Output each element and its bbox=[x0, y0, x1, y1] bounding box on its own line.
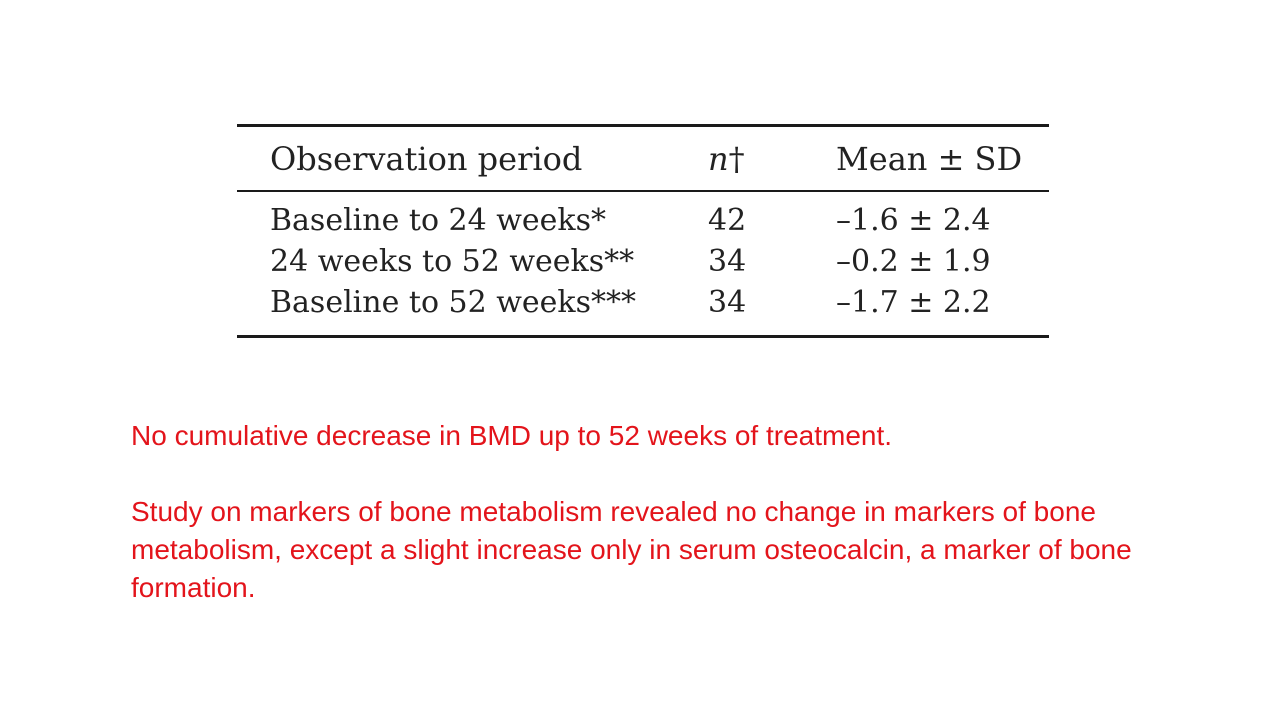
row-period: 24 weeks to 52 weeks** bbox=[270, 244, 635, 279]
row-mean-sd: –0.2 ± 1.9 bbox=[836, 244, 991, 279]
header-n-letter: n bbox=[708, 139, 729, 178]
row-mean-sd: –1.7 ± 2.2 bbox=[836, 285, 991, 320]
row-mean-sd: –1.6 ± 2.4 bbox=[836, 203, 991, 238]
header-n: n† bbox=[708, 126, 836, 192]
notes-text: No cumulative decrease in BMD up to 52 w… bbox=[131, 417, 1171, 607]
table-header: Observation period n† Mean ± SD bbox=[237, 125, 1049, 192]
table-header-row: Observation period n† Mean ± SD bbox=[237, 125, 1049, 192]
header-n-dagger: † bbox=[728, 139, 745, 178]
results-table: Observation period n† Mean ± SD Baseline… bbox=[237, 124, 1049, 338]
header-observation-period: Observation period bbox=[270, 139, 583, 178]
row-n: 34 bbox=[708, 244, 747, 279]
table-row: 24 weeks to 52 weeks** 34 –0.2 ± 1.9 bbox=[237, 241, 1049, 282]
note-bmd: No cumulative decrease in BMD up to 52 w… bbox=[131, 420, 893, 451]
header-mean-sd: Mean ± SD bbox=[836, 139, 1023, 178]
row-period: Baseline to 24 weeks* bbox=[270, 203, 607, 238]
row-n: 34 bbox=[708, 285, 747, 320]
row-n: 42 bbox=[708, 203, 747, 238]
table-row: Baseline to 52 weeks*** 34 –1.7 ± 2.2 bbox=[237, 282, 1049, 337]
note-bone-markers: Study on markers of bone metabolism reve… bbox=[131, 496, 1132, 603]
table-body: Baseline to 24 weeks* 42 –1.6 ± 2.4 24 w… bbox=[237, 191, 1049, 337]
row-period: Baseline to 52 weeks*** bbox=[270, 285, 637, 320]
table-row: Baseline to 24 weeks* 42 –1.6 ± 2.4 bbox=[237, 191, 1049, 241]
